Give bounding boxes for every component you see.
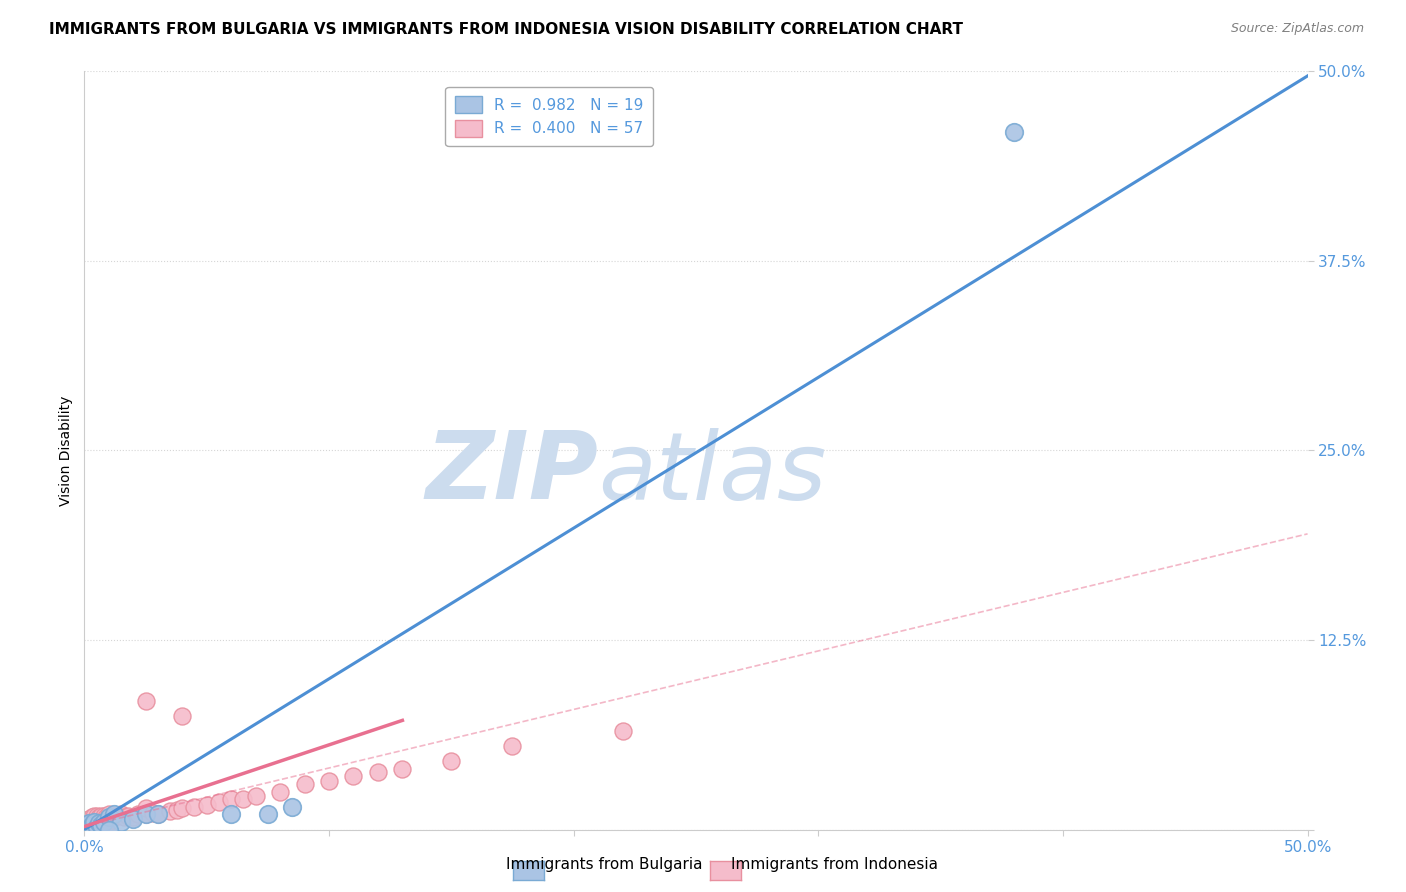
Point (172, 801, 194, 815)
Point (159, 805, 181, 819)
Point (391, 762, 413, 776)
Text: Immigrants from Indonesia: Immigrants from Indonesia (731, 857, 938, 872)
Point (97, 822, 120, 837)
Point (122, 812, 145, 826)
Point (219, 807, 242, 822)
Point (86, 820, 108, 834)
Point (76, 818, 98, 832)
Point (83, 815, 105, 830)
Point (93, 815, 115, 830)
Point (97, 810, 120, 824)
Point (166, 803, 188, 817)
Text: Source: ZipAtlas.com: Source: ZipAtlas.com (1230, 22, 1364, 36)
Legend: R =  0.982   N = 19, R =  0.400   N = 57: R = 0.982 N = 19, R = 0.400 N = 57 (446, 87, 652, 146)
Point (90, 818, 112, 832)
Point (257, 807, 280, 822)
Point (97, 815, 120, 830)
Point (76, 814, 98, 828)
Point (269, 785, 291, 799)
Point (294, 777, 316, 791)
Point (77, 816, 100, 830)
Point (110, 815, 132, 830)
Point (1002, 125, 1025, 139)
Point (83, 818, 105, 832)
Point (127, 807, 149, 822)
Point (208, 795, 231, 809)
Text: atlas: atlas (598, 427, 827, 519)
Point (112, 810, 135, 824)
Point (183, 800, 205, 814)
Point (146, 807, 169, 822)
Point (367, 764, 389, 779)
Text: IMMIGRANTS FROM BULGARIA VS IMMIGRANTS FROM INDONESIA VISION DISABILITY CORRELAT: IMMIGRANTS FROM BULGARIA VS IMMIGRANTS F… (49, 22, 963, 37)
Point (77, 820, 100, 834)
Point (172, 708, 194, 723)
Point (142, 805, 165, 820)
Point (76, 820, 98, 834)
Point (110, 807, 132, 822)
Point (87, 816, 110, 830)
Point (80, 818, 103, 832)
Point (100, 814, 122, 828)
Point (103, 807, 125, 822)
Point (90, 816, 112, 830)
Point (232, 792, 254, 806)
Point (83, 814, 105, 828)
Text: Immigrants from Bulgaria: Immigrants from Bulgaria (506, 857, 703, 872)
Point (318, 774, 340, 789)
Point (93, 809, 115, 823)
Y-axis label: Vision Disability: Vision Disability (59, 395, 73, 506)
Point (219, 792, 242, 806)
Point (80, 815, 103, 830)
Point (86, 814, 108, 828)
Point (87, 816, 110, 830)
Point (117, 809, 139, 823)
Point (96, 810, 118, 824)
Point (90, 809, 112, 823)
Point (77, 812, 100, 826)
Point (87, 810, 110, 824)
Point (86, 809, 108, 823)
Point (103, 810, 125, 824)
Point (93, 815, 115, 830)
Point (502, 739, 524, 753)
Point (195, 798, 218, 813)
Point (80, 820, 103, 834)
Point (135, 807, 157, 822)
Point (245, 789, 267, 804)
Point (97, 807, 120, 822)
Point (80, 810, 103, 824)
Text: ZIP: ZIP (425, 427, 598, 519)
Point (76, 816, 98, 830)
Point (77, 816, 100, 830)
Point (135, 807, 157, 822)
Point (96, 816, 118, 830)
Point (135, 801, 157, 815)
Point (83, 809, 105, 823)
Point (342, 769, 364, 784)
Point (122, 810, 145, 824)
Point (281, 800, 304, 814)
Point (440, 755, 463, 769)
Point (146, 807, 169, 822)
Point (105, 809, 128, 823)
Point (86, 818, 108, 832)
Point (135, 694, 157, 708)
Point (612, 724, 634, 739)
